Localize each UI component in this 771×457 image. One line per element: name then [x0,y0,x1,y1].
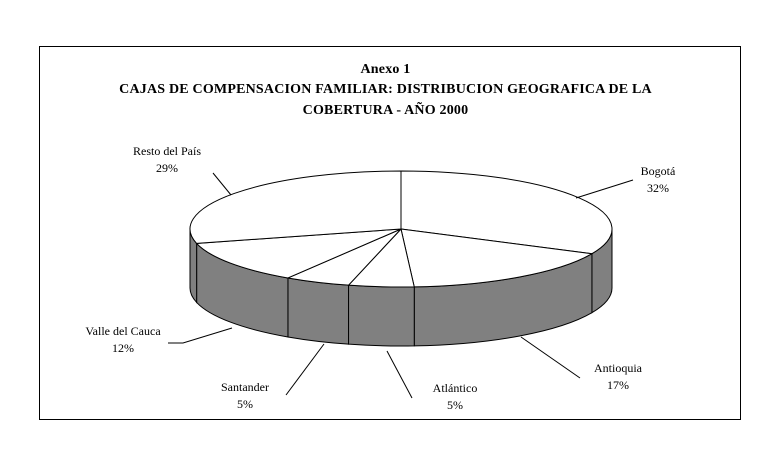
label-valle-value: 12% [112,341,134,355]
label-resto-value: 29% [156,161,178,175]
label-bogota: Bogotá 32% [598,163,718,197]
label-santander: Santander 5% [185,379,305,413]
label-antioquia: Antioquia 17% [558,360,678,394]
side-wall-santander [287,277,350,345]
label-atlantico-name: Atlántico [432,381,478,395]
label-bogota-name: Bogotá [640,164,676,178]
slice-bogota [400,170,613,255]
label-bogota-value: 32% [647,181,669,195]
label-resto-del-pais: Resto del País 29% [107,143,227,177]
chart-subtitle-line-1: CAJAS DE COMPENSACION FAMILIAR: DISTRIBU… [119,82,652,97]
label-antioquia-name: Antioquia [594,361,642,375]
label-atlantico: Atlántico 5% [395,380,515,414]
chart-frame [39,46,741,420]
label-antioquia-value: 17% [607,378,629,392]
leader-line-bogota [575,179,634,199]
label-valle-name: Valle del Cauca [85,324,161,338]
leader-line-atlantico [386,350,413,399]
label-valle-del-cauca: Valle del Cauca 12% [63,323,183,357]
leader-line-antioquia [520,336,581,379]
label-atlantico-value: 5% [447,398,463,412]
leader-line-resto-del-pais [212,172,232,196]
leader-line-santander [285,343,325,396]
slice-valle-del-cauca [195,228,402,279]
slice-resto-del-pais [189,170,402,244]
slice-antioquia [400,228,594,288]
chart-subtitle-line-2: COBERTURA - AÑO 2000 [302,103,469,118]
label-resto-name: Resto del País [133,144,201,158]
label-santander-value: 5% [237,397,253,411]
chart-title: Anexo 1 [360,62,411,77]
label-santander-name: Santander [221,380,269,394]
side-wall-atlantico [348,284,415,347]
leader-line-valle-del-cauca [168,327,233,344]
